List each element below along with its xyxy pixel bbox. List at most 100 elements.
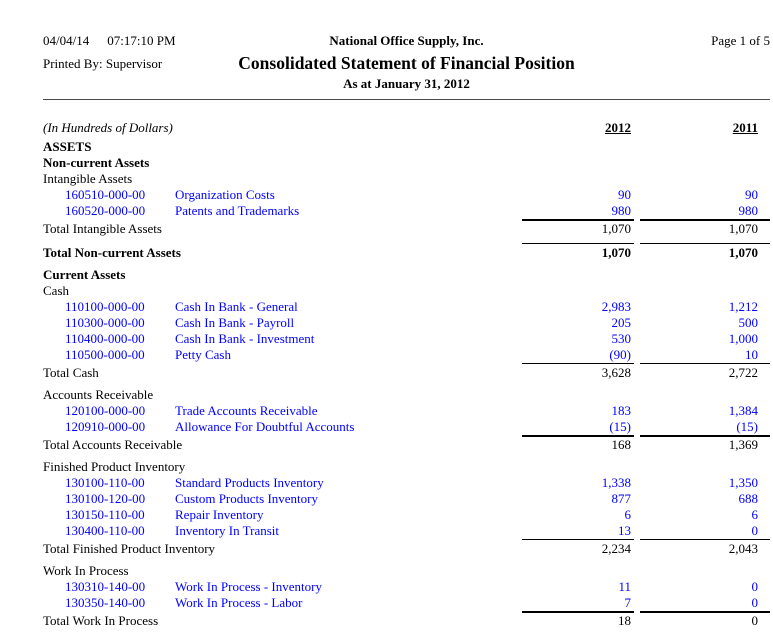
group-row: Accounts Receivable (43, 387, 770, 403)
account-row: 130400-110-00 Inventory In Transit 13 0 (43, 523, 770, 539)
account-name-link[interactable]: Standard Products Inventory (175, 475, 324, 490)
total-row: Total Non-current Assets 1,070 1,070 (43, 243, 770, 261)
total-label: Total Intangible Assets (43, 221, 162, 236)
value-2012: 2,234 (522, 539, 634, 557)
account-number-link[interactable]: 160510-000-00 (65, 187, 146, 202)
value-2011 (640, 139, 770, 155)
value-2011: 0 (751, 595, 759, 610)
value-2012: 168 (522, 435, 634, 453)
value-2012: 877 (611, 491, 632, 506)
account-name-link[interactable]: Cash In Bank - General (175, 299, 298, 314)
account-row: 130350-140-00 Work In Process - Labor 7 0 (43, 595, 770, 611)
account-number-link[interactable]: 120910-000-00 (65, 419, 146, 434)
account-name-link[interactable]: Allowance For Doubtful Accounts (175, 419, 355, 434)
value-2012 (522, 171, 634, 187)
account-name-link[interactable]: Cash In Bank - Investment (175, 331, 315, 346)
account-name-link[interactable]: Work In Process - Labor (175, 595, 303, 610)
value-2012: (90) (609, 347, 631, 362)
value-2011: 1,350 (728, 475, 758, 490)
account-number-link[interactable]: 130150-110-00 (65, 507, 145, 522)
section-label: Non-current Assets (43, 155, 150, 170)
account-number-link[interactable]: 120100-000-00 (65, 403, 146, 418)
value-2012: 90 (618, 187, 631, 202)
account-name-link[interactable]: Custom Products Inventory (175, 491, 318, 506)
account-name-link[interactable]: Patents and Trademarks (175, 203, 300, 218)
account-row: 110500-000-00 Petty Cash (90) 10 (43, 347, 770, 363)
account-name-link[interactable]: Inventory In Transit (175, 523, 279, 538)
value-2011 (640, 563, 770, 579)
group-label: Finished Product Inventory (43, 459, 186, 474)
group-row: Work In Process (43, 563, 770, 579)
account-number-link[interactable]: 130350-140-00 (65, 595, 146, 610)
value-2012: 1,070 (522, 219, 634, 237)
account-number-link[interactable]: 110100-000-00 (65, 299, 145, 314)
header-rule (43, 99, 770, 100)
account-name-link[interactable]: Cash In Bank - Payroll (175, 315, 295, 330)
report-header: 04/04/14 07:17:10 PM National Office Sup… (43, 0, 770, 100)
account-desc: 110300-000-00 Cash In Bank - Payroll (43, 315, 522, 331)
value-2011 (640, 171, 770, 187)
account-name-link[interactable]: Work In Process - Inventory (175, 579, 322, 594)
value-2012: 6 (624, 507, 632, 522)
value-2011: 2,722 (640, 363, 770, 381)
account-number-link[interactable]: 110500-000-00 (65, 347, 145, 362)
group-label: Work In Process (43, 563, 129, 578)
account-number-link[interactable]: 130400-110-00 (65, 523, 145, 538)
value-2012: (15) (609, 419, 631, 434)
account-name-link[interactable]: Trade Accounts Receivable (175, 403, 318, 418)
account-row: 120100-000-00 Trade Accounts Receivable 18… (43, 403, 770, 419)
value-2011 (640, 459, 770, 475)
account-desc: 160520-000-00 Patents and Trademarks (43, 203, 522, 219)
account-name-link[interactable]: Organization Costs (175, 187, 275, 202)
value-2012 (522, 155, 634, 171)
value-2011: 1,070 (640, 243, 770, 261)
value-2012: 18 (522, 611, 634, 629)
account-name-link[interactable]: Petty Cash (175, 347, 231, 362)
value-2011: 90 (745, 187, 758, 202)
account-row: 130150-110-00 Repair Inventory 6 6 (43, 507, 770, 523)
report-title: Consolidated Statement of Financial Posi… (238, 53, 575, 73)
value-2012: 7 (624, 595, 632, 610)
total-label: Total Finished Product Inventory (43, 541, 216, 556)
account-desc: 130100-120-00 Custom Products Inventory (43, 491, 522, 507)
account-number-link[interactable]: 130100-110-00 (65, 475, 145, 490)
account-number-link[interactable]: 130310-140-00 (65, 579, 146, 594)
section-row: Non-current Assets (43, 155, 770, 171)
print-datetime: 04/04/14 07:17:10 PM (43, 33, 329, 49)
value-2011: 1,384 (728, 403, 758, 418)
value-2011 (640, 155, 770, 171)
account-number-link[interactable]: 110300-000-00 (65, 315, 145, 330)
account-row: 110100-000-00 Cash In Bank - General 2,983… (43, 299, 770, 315)
value-2011: 980 (738, 203, 759, 218)
value-2011: 1,212 (728, 299, 758, 314)
account-desc: 130310-140-00 Work In Process - Inventory (43, 579, 522, 595)
value-2011: (15) (736, 419, 758, 434)
value-2011: 10 (745, 347, 758, 362)
account-name-link[interactable]: Repair Inventory (175, 507, 264, 522)
value-2011 (640, 267, 770, 283)
value-2012 (522, 139, 634, 155)
account-number-link[interactable]: 160520-000-00 (65, 203, 146, 218)
value-2011: 688 (738, 491, 759, 506)
value-2012: 1,338 (601, 475, 631, 490)
account-number-link[interactable]: 110400-000-00 (65, 331, 145, 346)
column-header-2011: 2011 (732, 120, 758, 135)
print-date: 04/04/14 (43, 33, 90, 48)
value-2011: 1,000 (728, 331, 758, 346)
account-desc: 160510-000-00 Organization Costs (43, 187, 522, 203)
group-label: Accounts Receivable (43, 387, 154, 402)
account-desc: 110400-000-00 Cash In Bank - Investment (43, 331, 522, 347)
value-2012 (522, 267, 634, 283)
value-2012: 205 (611, 315, 632, 330)
column-header-2012: 2012 (605, 120, 631, 135)
report-subtitle: As at January 31, 2012 (343, 76, 470, 91)
account-number-link[interactable]: 130100-120-00 (65, 491, 146, 506)
value-2012: 13 (618, 523, 631, 538)
print-time: 07:17:10 PM (107, 33, 176, 48)
account-row: 110400-000-00 Cash In Bank - Investment 53… (43, 331, 770, 347)
value-2012: 1,070 (522, 243, 634, 261)
account-desc: 130350-140-00 Work In Process - Labor (43, 595, 522, 611)
account-desc: 130400-110-00 Inventory In Transit (43, 523, 522, 539)
account-row: 130100-120-00 Custom Products Inventory 87… (43, 491, 770, 507)
